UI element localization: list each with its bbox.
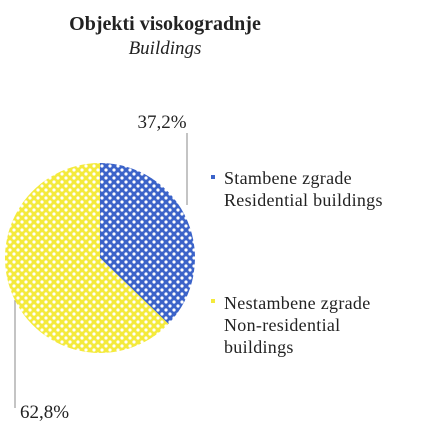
legend-label: Stambene zgrade Residential buildings	[224, 168, 383, 210]
pie-slice	[4, 163, 169, 354]
legend-marker	[211, 175, 215, 179]
data-label: 62,8%	[20, 402, 69, 423]
legend-marker	[211, 299, 215, 303]
pie-slice	[100, 163, 195, 324]
chart-subtitle: Buildings	[129, 38, 202, 59]
legend-label: Nestambene zgrade Non-residential buildi…	[224, 293, 371, 357]
data-label: 37,2%	[137, 112, 186, 133]
chart-title: Objekti visokogradnje	[69, 13, 261, 35]
